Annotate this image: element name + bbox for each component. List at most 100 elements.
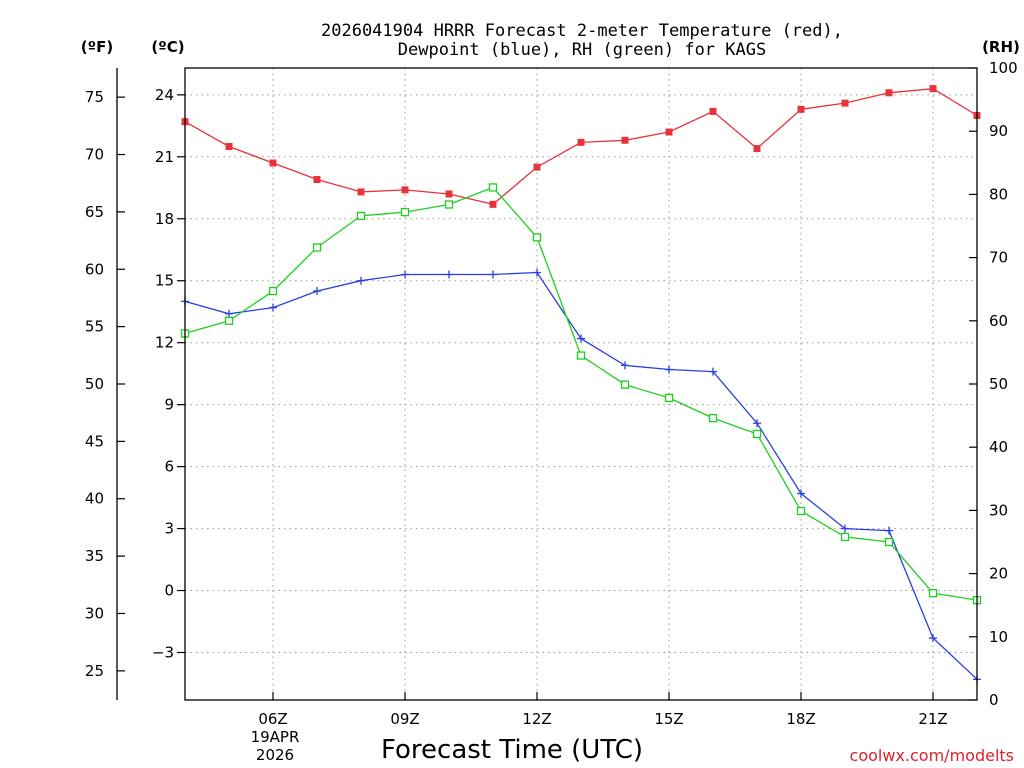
temperature-point <box>929 85 937 93</box>
rh-line <box>184 186 978 601</box>
rh-point <box>312 243 322 252</box>
rh-point <box>400 207 410 217</box>
rh-point <box>664 393 674 403</box>
credit-text: coolwx.com/modelts <box>850 746 1014 765</box>
dewpoint-line <box>184 271 978 680</box>
celsius-tick-label: 12 <box>155 334 174 352</box>
fahrenheit-tick-label: 75 <box>85 88 104 106</box>
plot-frame <box>184 67 978 701</box>
dewpoint-point <box>753 419 761 428</box>
rh-point <box>796 506 806 516</box>
rh-point <box>620 380 630 389</box>
x-tick-label: 12Z <box>522 710 551 728</box>
celsius-tick-label: 21 <box>155 148 174 166</box>
x-axis-title: Forecast Time (UTC) <box>381 735 643 765</box>
fahrenheit-tick-label: 55 <box>85 318 104 336</box>
temperature-point <box>577 138 585 146</box>
date-label-year: 2026 <box>256 746 294 764</box>
celsius-tick-label: 6 <box>164 458 174 476</box>
dewpoint-point <box>225 309 233 318</box>
rh-point <box>840 532 850 542</box>
temperature-series <box>181 85 981 208</box>
rh-tick-label: 100 <box>989 59 1018 77</box>
celsius-tick-label: 18 <box>155 210 174 228</box>
temperature-point <box>841 99 849 107</box>
celsius-tick-label: 0 <box>164 582 174 600</box>
rh-tick-label: 30 <box>989 501 1008 519</box>
rh-series <box>180 183 982 605</box>
grid-layer <box>185 68 977 700</box>
x-tick-label: 06Z <box>258 710 287 728</box>
dewpoint-point <box>401 270 409 279</box>
dewpoint-point <box>445 270 453 279</box>
rh-tick-label: 50 <box>989 375 1008 393</box>
celsius-tick-label: −3 <box>152 643 174 661</box>
temperature-point <box>357 188 365 196</box>
fahrenheit-tick-label: 50 <box>85 375 104 393</box>
temperature-point <box>709 107 717 115</box>
fahrenheit-tick-label: 60 <box>85 260 104 278</box>
celsius-tick-label: 9 <box>164 396 174 414</box>
rh-point <box>884 537 894 547</box>
celsius-tick-label: 24 <box>155 86 174 104</box>
rh-tick-label: 10 <box>989 628 1008 646</box>
temperature-point <box>401 186 409 194</box>
rh-tick-label: 40 <box>989 438 1008 456</box>
x-tick-label: 15Z <box>654 710 683 728</box>
rh-point <box>752 429 762 439</box>
dewpoint-point <box>665 365 673 374</box>
celsius-tick-label: 3 <box>164 520 174 538</box>
rh-tick-label: 70 <box>989 249 1008 267</box>
fahrenheit-tick-label: 25 <box>85 662 104 680</box>
rh-point <box>928 589 938 598</box>
fahrenheit-unit-label: (ºF) <box>81 38 113 56</box>
dewpoint-point <box>797 489 805 498</box>
temperature-line <box>184 88 978 206</box>
rh-tick-label: 80 <box>989 185 1008 203</box>
date-label-day: 19APR <box>251 728 300 746</box>
fahrenheit-tick-label: 45 <box>85 432 104 450</box>
celsius-unit-label: (ºC) <box>151 38 184 56</box>
temperature-point <box>313 176 321 184</box>
temperature-point <box>269 159 277 167</box>
rh-tick-label: 20 <box>989 565 1008 583</box>
rh-tick-label: 60 <box>989 312 1008 330</box>
x-tick-label: 09Z <box>390 710 419 728</box>
temperature-point <box>489 200 497 208</box>
rh-point <box>532 233 542 242</box>
temperature-point <box>533 163 541 171</box>
dewpoint-point <box>929 634 937 643</box>
chart-title-line2: Dewpoint (blue), RH (green) for KAGS <box>398 40 766 60</box>
fahrenheit-tick-label: 30 <box>85 604 104 622</box>
dewpoint-point <box>621 361 629 370</box>
rh-unit-label: (RH) <box>982 38 1020 56</box>
rh-point <box>576 351 586 360</box>
dewpoint-point <box>885 526 893 535</box>
temperature-point <box>885 89 893 97</box>
dewpoint-point <box>577 334 585 343</box>
dewpoint-point <box>313 287 321 296</box>
temperature-point <box>753 145 761 153</box>
x-tick-label: 18Z <box>786 710 815 728</box>
temperature-point <box>797 105 805 113</box>
rh-tick-label: 0 <box>989 691 999 709</box>
temperature-point <box>621 136 629 144</box>
rh-point <box>268 286 278 296</box>
rh-point <box>708 413 718 423</box>
dewpoint-point <box>533 268 541 277</box>
fahrenheit-tick-label: 70 <box>85 146 104 164</box>
celsius-tick-label: 15 <box>155 272 174 290</box>
rh-tick-label: 90 <box>989 122 1008 140</box>
axis-layer: 24211815129630−3757065605550454035302510… <box>85 59 1018 728</box>
dewpoint-point <box>709 367 717 376</box>
temperature-point <box>225 142 233 150</box>
rh-point <box>224 316 234 325</box>
fahrenheit-tick-label: 65 <box>85 203 104 221</box>
dewpoint-point <box>269 303 277 312</box>
fahrenheit-tick-label: 35 <box>85 547 104 565</box>
fahrenheit-tick-label: 40 <box>85 490 104 508</box>
series-layer <box>180 85 982 684</box>
dewpoint-point <box>357 276 365 285</box>
rh-point <box>356 211 366 221</box>
